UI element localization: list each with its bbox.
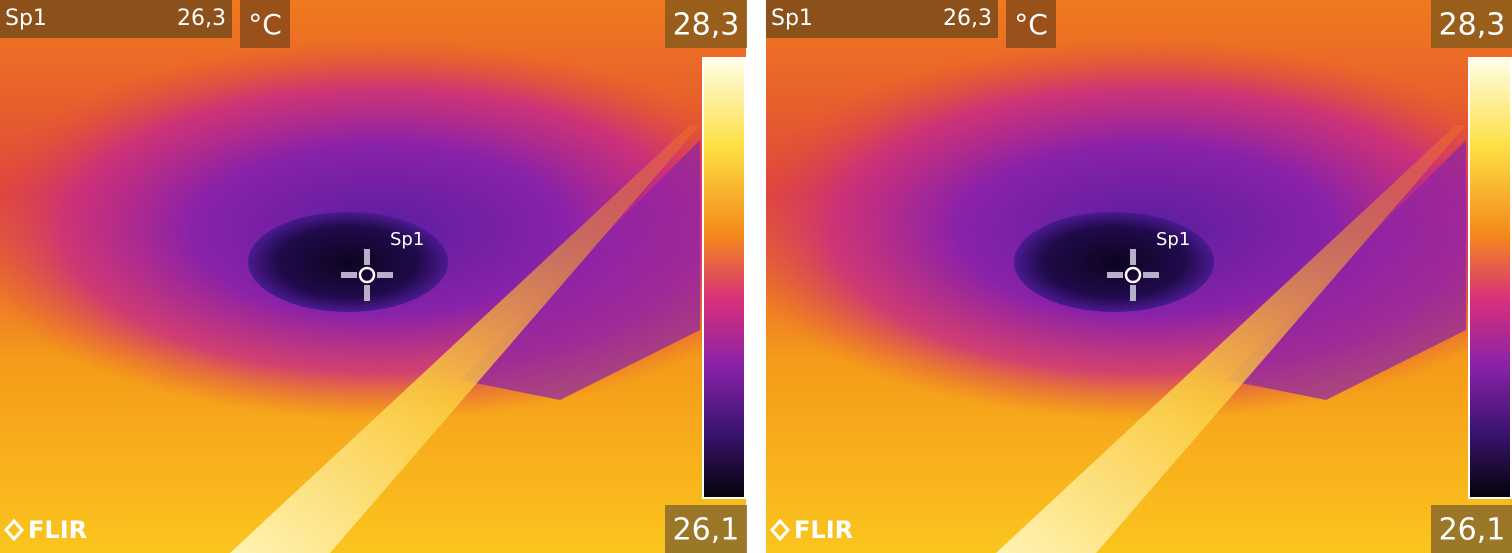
thermal-panel: Sp1 Sp1 26,3 °C 28,3 26,1 FLIR: [726, 0, 1512, 553]
screen: Sp1 Sp1 26,3 °C 28,3 26,1 FLIR Sp1 Sp1 26,3 °C 28,3…: [0, 0, 1512, 553]
marker-label: Sp1: [390, 229, 424, 250]
logo: FLIR: [28, 516, 87, 544]
crosshair-arm: [1107, 272, 1123, 278]
thermal-image: [0, 0, 800, 553]
unit: °C: [248, 8, 282, 41]
page: Sp1 Sp1 26,3 °C 28,3 26,1 FLIR Sp1 Sp1 26,3 °C 28,3…: [0, 0, 1512, 553]
spot-value: 26,3: [943, 6, 992, 31]
crosshair-arm: [1130, 249, 1136, 265]
crosshair-arm: [377, 272, 393, 278]
thermal-panel: Sp1 Sp1 26,3 °C 28,3 26,1 FLIR: [0, 0, 800, 553]
scale-min: 26,1: [673, 513, 740, 548]
scale-max: 28,3: [673, 8, 740, 43]
logo: FLIR: [794, 516, 853, 544]
spot-label: Sp1: [771, 6, 813, 31]
color-bar: [703, 58, 745, 498]
crosshair-arm: [1143, 272, 1159, 278]
spot-label: Sp1: [5, 6, 47, 31]
marker-label: Sp1: [1156, 229, 1190, 250]
crosshair-arm: [364, 285, 370, 301]
color-bar: [1469, 58, 1511, 498]
crosshair-arm: [341, 272, 357, 278]
scale-max: 28,3: [1439, 8, 1506, 43]
crosshair-arm: [1130, 285, 1136, 301]
scale-min: 26,1: [1439, 513, 1506, 548]
cold-spot: [1014, 212, 1214, 312]
crosshair-arm: [364, 249, 370, 265]
spot-value: 26,3: [177, 6, 226, 31]
cold-spot: [248, 212, 448, 312]
unit: °C: [1014, 8, 1048, 41]
